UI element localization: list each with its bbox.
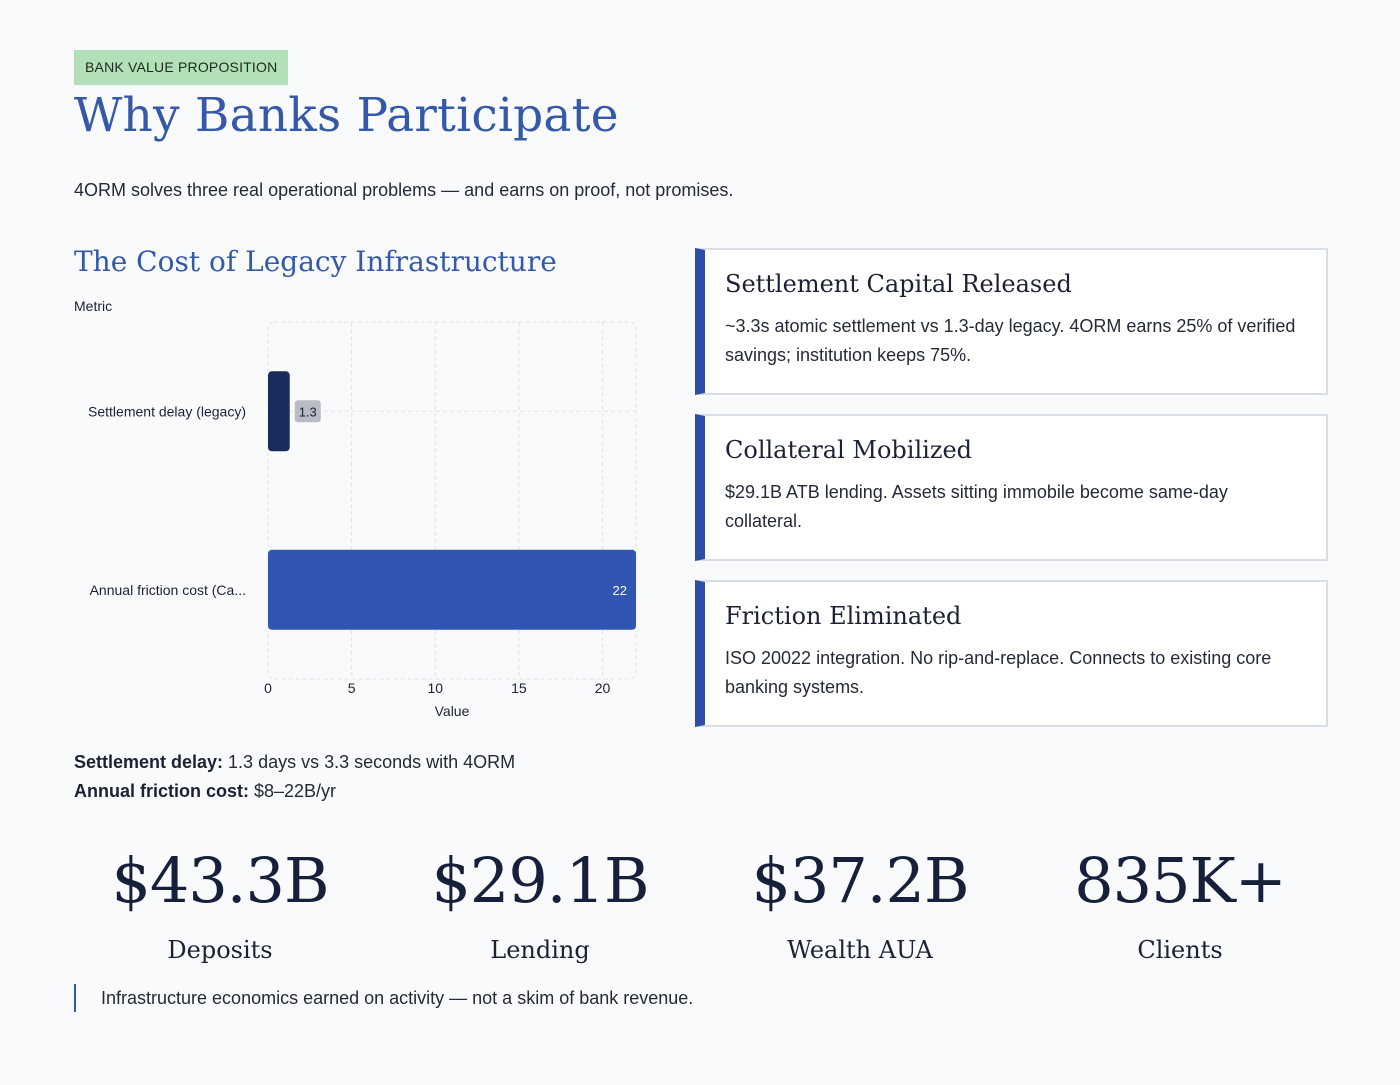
- page-title: Why Banks Participate: [74, 88, 619, 143]
- card-title: Collateral Mobilized: [725, 436, 973, 464]
- card-body: ISO 20022 integration. No rip-and-replac…: [725, 648, 1272, 697]
- stat-label: Clients: [1137, 936, 1223, 964]
- y-axis-title: Metric: [74, 298, 112, 314]
- page-subtitle: 4ORM solves three real operational probl…: [74, 180, 734, 200]
- stat-value: $37.2B: [751, 844, 969, 917]
- card-settlement-capital: Settlement Capital Released ~3.3s atomic…: [695, 248, 1328, 395]
- bar: [268, 549, 636, 630]
- note-text: $8–22B/yr: [249, 781, 337, 801]
- card-collateral: Collateral Mobilized $29.1B ATB lending.…: [695, 414, 1328, 561]
- note-text: 1.3 days vs 3.3 seconds with 4ORM: [223, 752, 516, 772]
- x-tick-label: 20: [595, 680, 611, 696]
- y-tick-label: Annual friction cost (Ca...: [90, 582, 246, 598]
- stat-label: Deposits: [167, 936, 273, 964]
- x-tick-label: 10: [427, 680, 443, 696]
- stat-value: $43.3B: [111, 844, 329, 917]
- note-label: Settlement delay:: [74, 752, 224, 772]
- x-tick-label: 15: [511, 680, 527, 696]
- bar-chart: Metric 0 5 10 15 20 Settlement delay (legacy) 1…: [74, 298, 637, 719]
- note-settlement: Settlement delay: 1.3 days vs 3.3 second…: [74, 748, 515, 777]
- pull-quote: Infrastructure economics earned on activ…: [74, 984, 693, 1012]
- card-title: Friction Eliminated: [725, 602, 962, 630]
- stat-value: 835K+: [1074, 844, 1287, 917]
- stat-value: $29.1B: [431, 844, 649, 917]
- stats-row: $43.3B Deposits $29.1B Lending $37.2B We…: [60, 838, 1340, 964]
- chart-notes: Settlement delay: 1.3 days vs 3.3 second…: [74, 748, 515, 806]
- x-axis-title: Value: [435, 703, 470, 719]
- section-badge: BANK VALUE PROPOSITION: [74, 50, 289, 85]
- card-friction: Friction Eliminated ISO 20022 integratio…: [695, 580, 1328, 727]
- card-body: $29.1B ATB lending. Assets sitting immob…: [725, 482, 1228, 531]
- x-tick-label: 0: [264, 680, 272, 696]
- note-friction: Annual friction cost: $8–22B/yr: [74, 777, 515, 806]
- card-body: ~3.3s atomic settlement vs 1.3-day legac…: [725, 316, 1296, 365]
- chart-container: Metric 0 5 10 15 20 Settlement delay (legacy) 1…: [60, 292, 660, 732]
- y-tick-label: Settlement delay (legacy): [88, 403, 246, 419]
- plot-frame: [267, 321, 637, 680]
- data-label: 22: [613, 583, 627, 598]
- data-label-bg: [294, 400, 321, 423]
- stat-wealth-aua: $37.2B Wealth AUA: [700, 838, 1020, 964]
- card-title: Settlement Capital Released: [725, 270, 1072, 298]
- value-cards: Settlement Capital Released ~3.3s atomic…: [695, 248, 1328, 746]
- stat-label: Wealth AUA: [787, 936, 933, 964]
- chart-section-title: The Cost of Legacy Infrastructure: [74, 245, 557, 278]
- note-label: Annual friction cost:: [74, 781, 249, 801]
- stat-lending: $29.1B Lending: [380, 838, 700, 964]
- stat-clients: 835K+ Clients: [1020, 838, 1340, 964]
- bar: [268, 371, 290, 452]
- stat-deposits: $43.3B Deposits: [60, 838, 380, 964]
- x-tick-label: 5: [348, 680, 356, 696]
- stat-label: Lending: [490, 936, 590, 964]
- data-label: 1.3: [299, 404, 317, 419]
